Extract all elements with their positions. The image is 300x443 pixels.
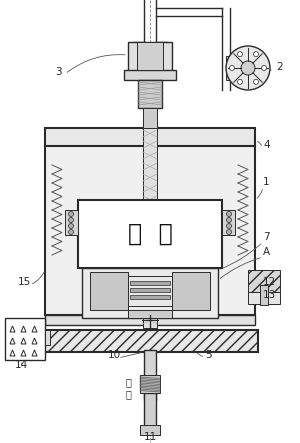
Bar bbox=[137, 42, 163, 70]
Bar bbox=[45, 315, 255, 325]
Text: 7: 7 bbox=[263, 232, 270, 242]
Bar bbox=[130, 281, 170, 285]
Circle shape bbox=[226, 224, 232, 229]
Text: 15: 15 bbox=[18, 277, 31, 287]
Circle shape bbox=[68, 224, 74, 229]
Circle shape bbox=[226, 46, 270, 90]
Bar bbox=[128, 276, 172, 306]
Bar bbox=[248, 270, 280, 292]
Text: 13: 13 bbox=[263, 290, 276, 300]
Bar bbox=[128, 42, 172, 72]
Text: 11: 11 bbox=[143, 432, 157, 442]
Bar bbox=[82, 268, 218, 318]
Circle shape bbox=[254, 52, 259, 57]
Circle shape bbox=[226, 229, 232, 234]
Circle shape bbox=[238, 52, 242, 57]
Bar bbox=[45, 128, 255, 146]
Text: 簧: 簧 bbox=[125, 389, 131, 399]
Bar bbox=[45, 330, 50, 345]
Circle shape bbox=[68, 218, 74, 222]
Text: 10: 10 bbox=[108, 350, 121, 360]
Bar bbox=[140, 375, 160, 393]
Text: 模  具: 模 具 bbox=[128, 222, 172, 246]
Bar bbox=[172, 272, 210, 310]
Text: 4: 4 bbox=[263, 140, 270, 150]
Bar bbox=[226, 56, 248, 80]
Circle shape bbox=[68, 211, 74, 217]
Bar bbox=[78, 200, 222, 268]
Bar bbox=[143, 128, 157, 328]
Text: 14: 14 bbox=[15, 360, 28, 370]
Circle shape bbox=[226, 218, 232, 222]
Text: A: A bbox=[263, 247, 270, 257]
Bar bbox=[45, 145, 255, 315]
Bar bbox=[144, 350, 156, 400]
Bar bbox=[260, 285, 268, 305]
Circle shape bbox=[230, 66, 235, 70]
Bar bbox=[144, 393, 156, 428]
Text: 5: 5 bbox=[205, 350, 211, 360]
Bar bbox=[130, 295, 170, 299]
Bar bbox=[222, 210, 235, 235]
Text: 弹: 弹 bbox=[125, 377, 131, 387]
Circle shape bbox=[241, 61, 255, 75]
Bar bbox=[143, 108, 157, 128]
Bar bbox=[124, 70, 176, 80]
Bar bbox=[128, 310, 172, 318]
Bar bbox=[38, 330, 258, 352]
Circle shape bbox=[238, 79, 242, 84]
Bar bbox=[140, 425, 160, 435]
Circle shape bbox=[254, 79, 259, 84]
Text: 12: 12 bbox=[263, 277, 276, 287]
Text: 3: 3 bbox=[55, 67, 62, 77]
Circle shape bbox=[68, 229, 74, 234]
Text: 2: 2 bbox=[276, 62, 283, 72]
Bar bbox=[248, 292, 280, 304]
Bar bbox=[90, 272, 128, 310]
Bar bbox=[138, 80, 162, 108]
Bar bbox=[130, 288, 170, 292]
Bar bbox=[65, 210, 78, 235]
Text: 1: 1 bbox=[263, 177, 270, 187]
Bar bbox=[5, 318, 45, 360]
Circle shape bbox=[226, 211, 232, 217]
Circle shape bbox=[262, 66, 266, 70]
